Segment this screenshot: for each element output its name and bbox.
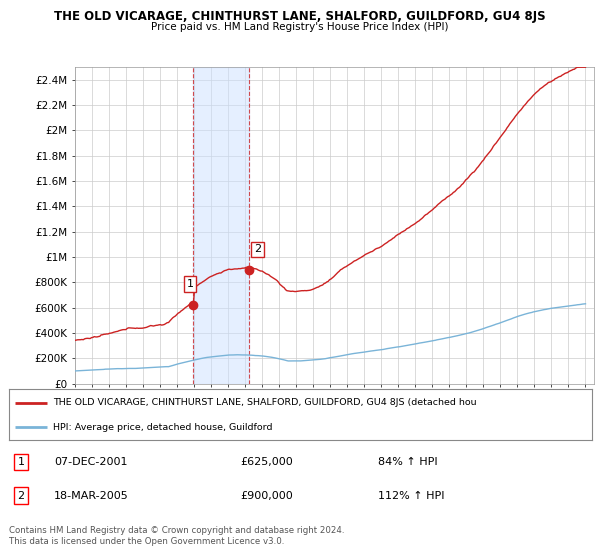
Text: 18-MAR-2005: 18-MAR-2005 <box>54 491 129 501</box>
Text: THE OLD VICARAGE, CHINTHURST LANE, SHALFORD, GUILDFORD, GU4 8JS: THE OLD VICARAGE, CHINTHURST LANE, SHALF… <box>54 10 546 23</box>
Text: Contains HM Land Registry data © Crown copyright and database right 2024.
This d: Contains HM Land Registry data © Crown c… <box>9 526 344 546</box>
Text: 2: 2 <box>254 245 261 254</box>
Text: 2: 2 <box>17 491 25 501</box>
Text: £900,000: £900,000 <box>240 491 293 501</box>
Text: 07-DEC-2001: 07-DEC-2001 <box>54 457 128 467</box>
Text: HPI: Average price, detached house, Guildford: HPI: Average price, detached house, Guil… <box>53 422 272 432</box>
Text: THE OLD VICARAGE, CHINTHURST LANE, SHALFORD, GUILDFORD, GU4 8JS (detached hou: THE OLD VICARAGE, CHINTHURST LANE, SHALF… <box>53 398 476 407</box>
Text: 84% ↑ HPI: 84% ↑ HPI <box>378 457 437 467</box>
Text: 1: 1 <box>17 457 25 467</box>
Bar <box>193 67 249 384</box>
Text: £625,000: £625,000 <box>240 457 293 467</box>
Text: Price paid vs. HM Land Registry's House Price Index (HPI): Price paid vs. HM Land Registry's House … <box>151 22 449 32</box>
Text: 1: 1 <box>187 279 194 290</box>
Text: 112% ↑ HPI: 112% ↑ HPI <box>378 491 445 501</box>
